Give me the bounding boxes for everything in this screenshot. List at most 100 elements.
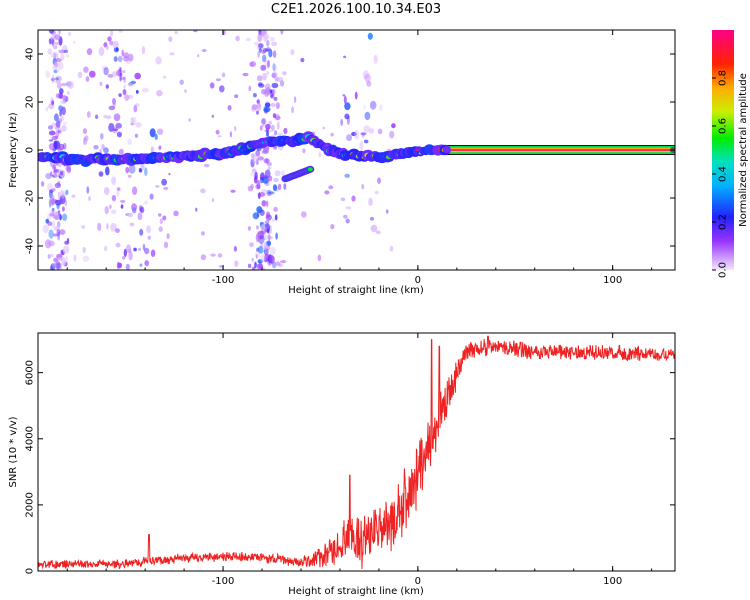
- noise-speckle: [61, 193, 65, 199]
- noise-speckle: [138, 205, 143, 212]
- noise-speckle: [283, 183, 287, 190]
- noise-speckle: [173, 210, 179, 217]
- noise-speckle: [122, 70, 126, 74]
- noise-speckle: [59, 127, 62, 135]
- y-tick-label: 40: [25, 48, 36, 61]
- noise-speckle: [258, 43, 264, 49]
- noise-speckle: [53, 257, 59, 263]
- y-tick-label: 0: [25, 147, 36, 153]
- noise-speckle: [343, 214, 348, 219]
- noise-speckle: [104, 206, 109, 215]
- noise-speckle: [73, 40, 76, 44]
- noise-speckle: [53, 69, 58, 74]
- noise-speckle: [280, 30, 284, 35]
- noise-speckle: [82, 255, 90, 262]
- noise-speckle: [219, 85, 225, 93]
- noise-speckle: [324, 190, 330, 195]
- noise-speckle: [116, 131, 122, 138]
- noise-speckle: [291, 106, 294, 114]
- noise-speckle: [141, 46, 146, 55]
- noise-speckle: [271, 72, 277, 79]
- noise-speckle: [229, 131, 232, 138]
- noise-speckle: [163, 186, 169, 190]
- noise-speckle: [272, 184, 278, 192]
- noise-speckle: [122, 56, 130, 62]
- noise-speckle: [369, 216, 375, 221]
- noise-speckle: [154, 133, 158, 140]
- noise-speckle: [104, 245, 108, 252]
- noise-speckle: [146, 225, 151, 234]
- noise-speckle: [110, 222, 117, 232]
- noise-speckle: [125, 166, 130, 174]
- noise-speckle: [60, 53, 65, 61]
- x-tick-label: 0: [415, 576, 421, 587]
- y-tick-label: 20: [25, 96, 36, 109]
- noise-speckle: [118, 148, 124, 155]
- noise-speckle: [53, 140, 61, 150]
- noise-speckle: [256, 179, 261, 190]
- noise-speckle: [98, 171, 104, 177]
- noise-speckle: [57, 262, 63, 270]
- noise-speckle: [263, 33, 270, 40]
- noise-speckle: [58, 30, 61, 35]
- noise-speckle: [276, 76, 284, 82]
- noise-speckle: [127, 82, 134, 87]
- noise-speckle: [116, 261, 120, 269]
- noise-speckle: [258, 31, 262, 36]
- noise-speckle: [65, 189, 69, 195]
- noise-speckle: [50, 52, 58, 58]
- noise-speckle: [375, 230, 381, 235]
- noise-speckle: [200, 188, 206, 194]
- noise-speckle: [119, 72, 123, 77]
- noise-speckle: [62, 121, 67, 125]
- noise-speckle: [344, 173, 351, 178]
- noise-speckle: [377, 177, 381, 184]
- y-tick-label: -20: [25, 190, 36, 206]
- noise-speckle: [251, 168, 257, 173]
- noise-speckle: [256, 110, 259, 115]
- noise-speckle: [368, 197, 373, 206]
- noise-speckle: [155, 56, 162, 65]
- noise-speckle: [280, 260, 287, 264]
- noise-speckle: [266, 200, 269, 208]
- noise-speckle: [57, 61, 64, 70]
- noise-speckle: [370, 224, 378, 233]
- noise-speckle: [129, 222, 135, 227]
- noise-speckle: [275, 261, 281, 266]
- noise-speckle: [53, 45, 58, 50]
- noise-speckle: [374, 190, 379, 195]
- noise-speckle: [271, 217, 276, 223]
- noise-speckle: [249, 61, 254, 67]
- noise-speckle: [71, 194, 76, 198]
- noise-speckle: [127, 53, 134, 62]
- noise-speckle: [142, 87, 149, 93]
- noise-speckle: [149, 128, 156, 138]
- noise-speckle: [256, 99, 260, 104]
- noise-speckle: [163, 241, 169, 249]
- noise-speckle: [174, 30, 178, 35]
- noise-speckle: [55, 75, 62, 82]
- noise-speckle: [256, 225, 259, 230]
- noise-speckle: [267, 165, 273, 170]
- colorbar-gradient: [712, 30, 734, 270]
- noise-speckle: [257, 246, 264, 254]
- noise-speckle: [254, 42, 259, 46]
- noise-speckle: [61, 45, 68, 54]
- noise-speckle: [65, 54, 70, 58]
- noise-speckle: [265, 214, 272, 221]
- noise-speckle: [340, 118, 344, 126]
- noise-speckle: [106, 223, 109, 230]
- noise-speckle: [211, 114, 214, 118]
- noise-speckle: [116, 187, 122, 192]
- noise-speckle: [254, 261, 257, 269]
- noise-speckle: [256, 103, 261, 109]
- noise-speckle: [257, 156, 264, 161]
- noise-speckle: [118, 93, 122, 97]
- noise-speckle: [133, 247, 137, 252]
- noise-speckle: [267, 191, 275, 195]
- noise-speckle: [67, 90, 70, 96]
- noise-speckle: [277, 183, 282, 190]
- noise-speckle: [65, 255, 68, 263]
